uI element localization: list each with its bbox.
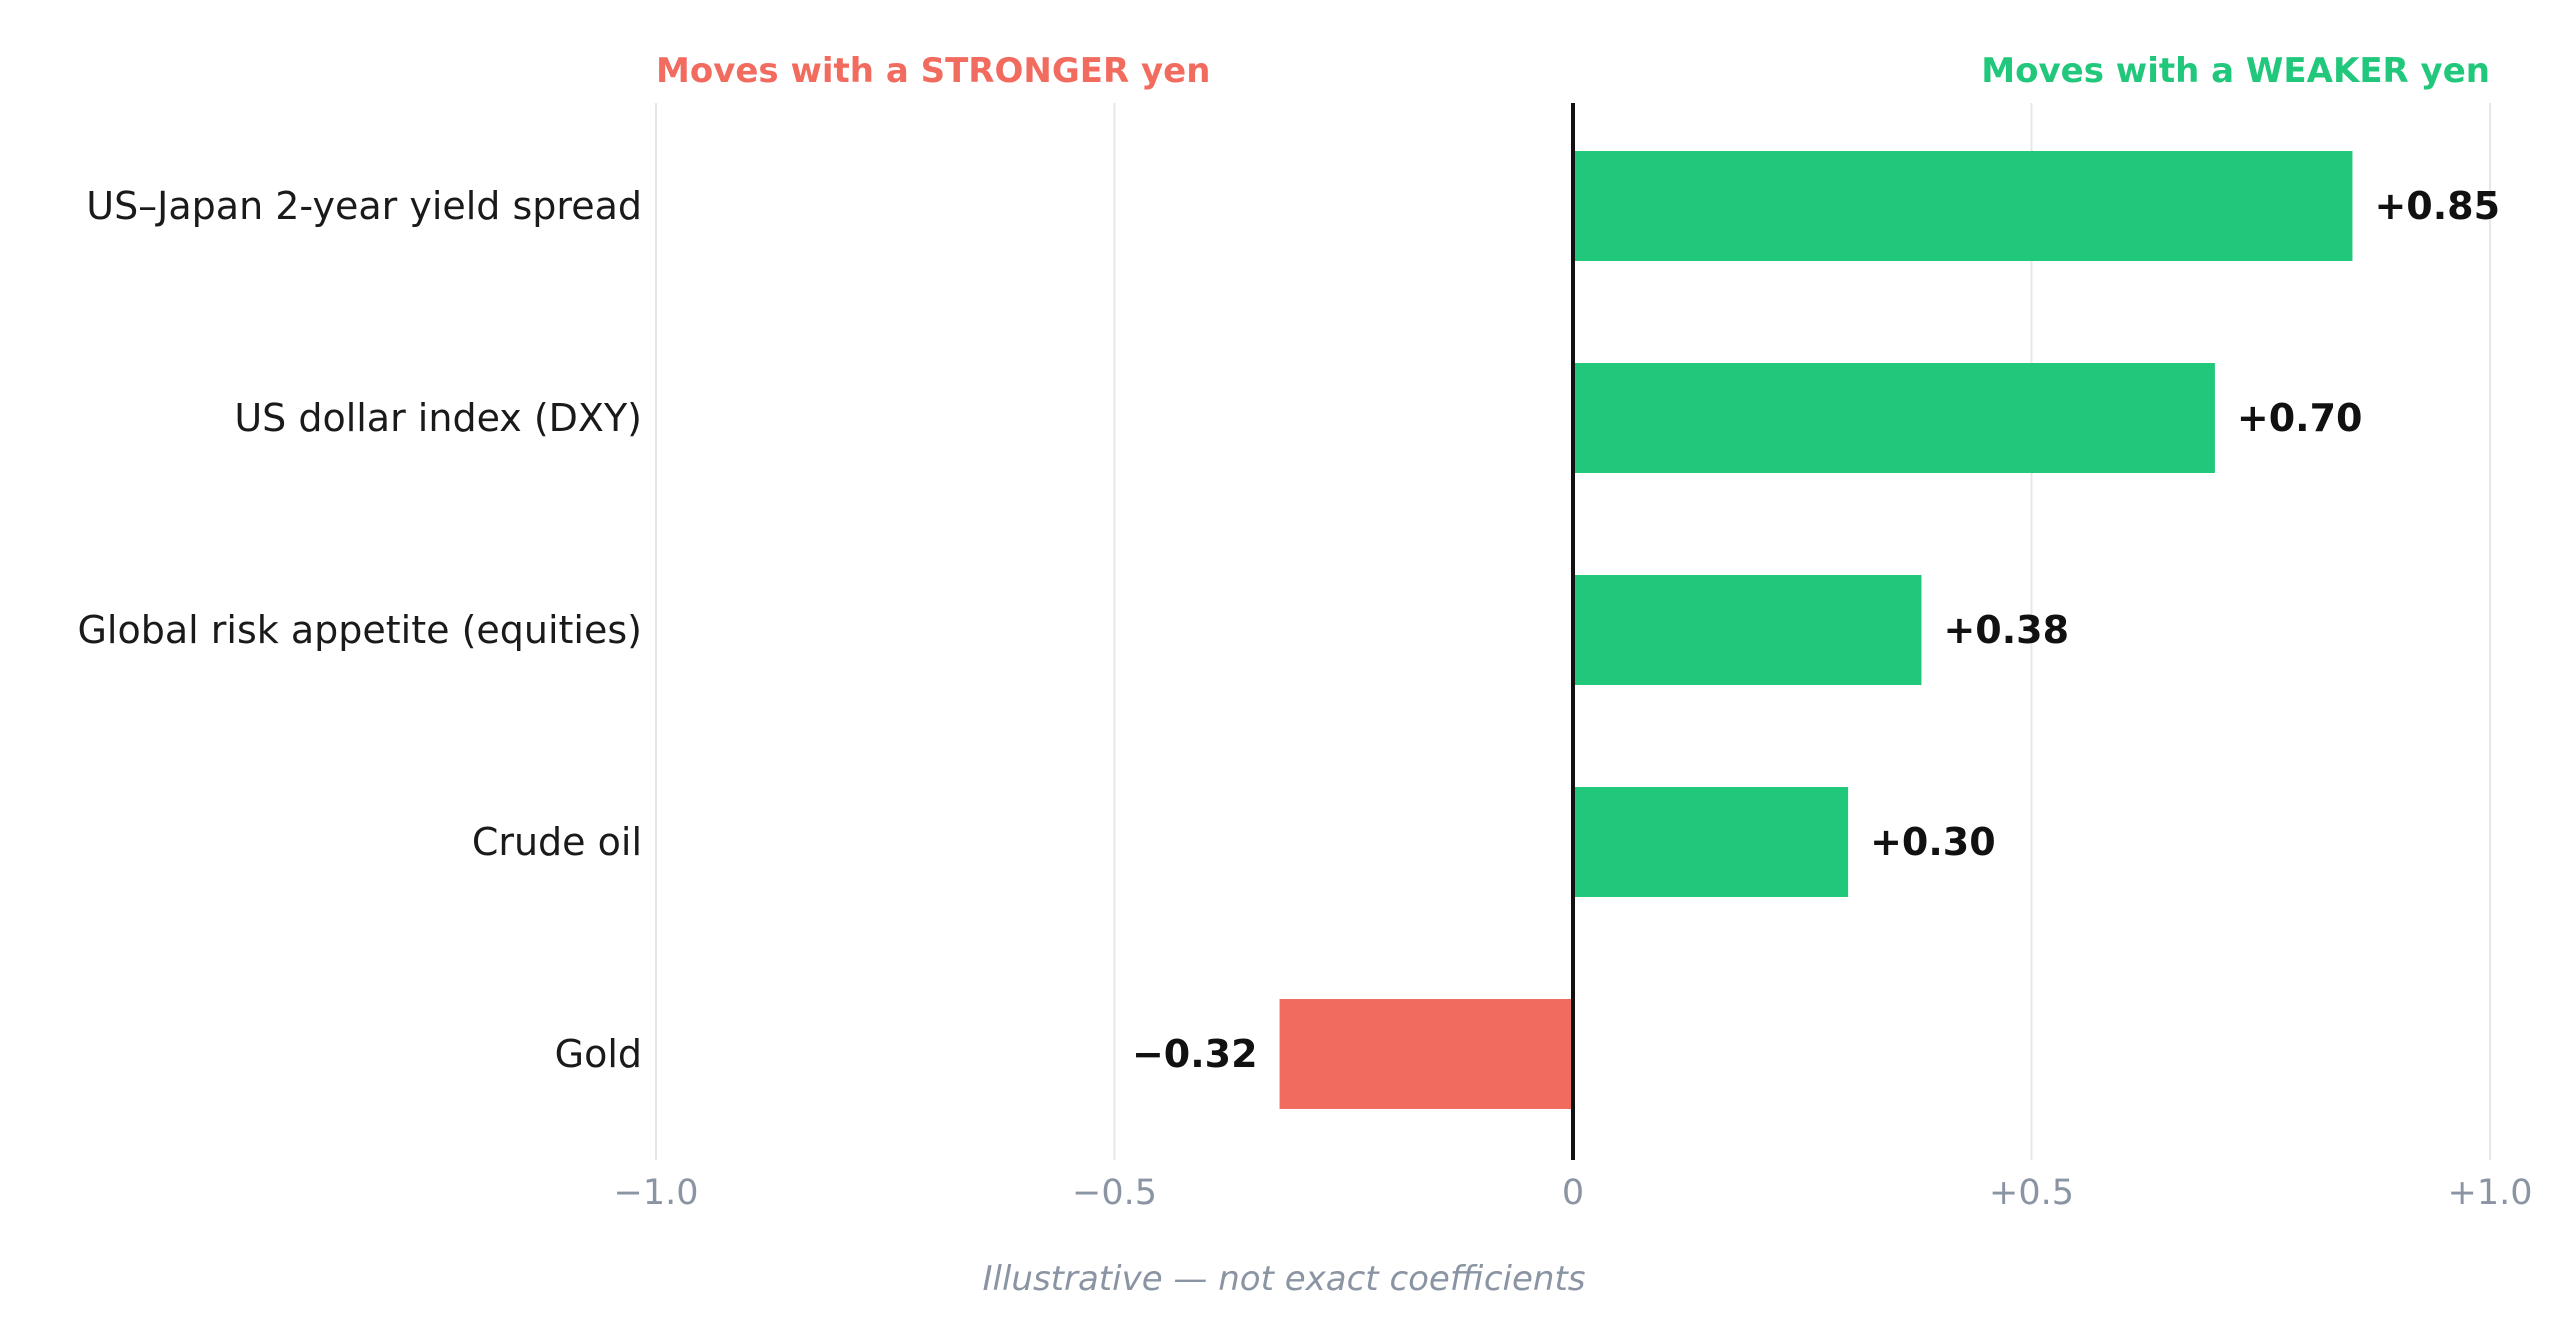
grid-layer — [655, 103, 2491, 1160]
x-tick-label: +0.5 — [1989, 1173, 2074, 1213]
category-label: US dollar index (DXY) — [234, 396, 642, 440]
bar — [1573, 363, 2215, 473]
value-label: +0.38 — [1943, 608, 2069, 652]
category-label: Crude oil — [472, 820, 642, 864]
x-tick-label: −0.5 — [1072, 1173, 1157, 1213]
x-tick-label: −1.0 — [614, 1173, 699, 1213]
bar — [1279, 999, 1573, 1109]
label-layer: −1.0 −0.5 0 +0.5 +1.0 US–Japan 2-year yield s… — [77, 184, 2532, 1213]
bar — [1573, 575, 1922, 685]
value-label: +0.70 — [2237, 396, 2363, 440]
value-label: −0.32 — [1132, 1032, 1258, 1076]
stronger-yen-header: Moves with a STRONGER yen — [656, 51, 1210, 91]
category-label: US–Japan 2-year yield spread — [86, 184, 642, 228]
category-label: Gold — [555, 1032, 642, 1076]
weaker-yen-header: Moves with a WEAKER yen — [1981, 51, 2490, 91]
bar — [1573, 787, 1849, 897]
value-label: +0.85 — [2374, 184, 2500, 228]
x-tick-label: 0 — [1562, 1173, 1584, 1213]
footnote: Illustrative — not exact coefficients — [982, 1259, 1585, 1299]
x-tick-label: +1.0 — [2448, 1173, 2533, 1213]
value-label: +0.30 — [1870, 820, 1996, 864]
bar — [1573, 151, 2353, 261]
bar-layer — [1279, 151, 2353, 1109]
category-label: Global risk appetite (equities) — [77, 608, 642, 652]
